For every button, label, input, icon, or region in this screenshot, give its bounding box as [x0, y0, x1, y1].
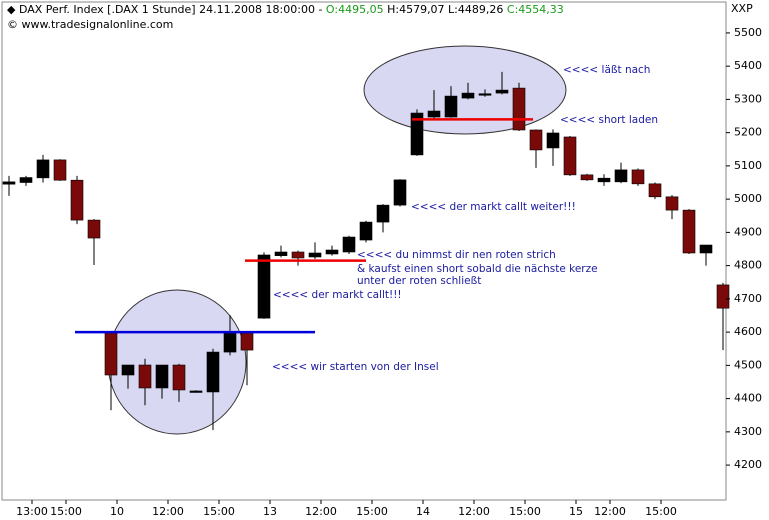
y-tick-label: 4800	[734, 259, 762, 272]
x-tick-label: 13:00	[16, 505, 48, 518]
candle-body	[529, 129, 543, 151]
candle-body	[716, 284, 730, 309]
y-tick-label: 4600	[734, 325, 762, 338]
candle-body	[614, 169, 628, 183]
copyright: © www.tradesignalonline.com	[7, 18, 173, 31]
candle-body	[308, 252, 322, 258]
x-tick-label: 15:00	[509, 505, 541, 518]
candle-body	[206, 351, 220, 393]
candle-body	[121, 364, 135, 376]
annotation: <<<< short laden	[560, 114, 658, 126]
y-tick-label: 4900	[734, 225, 762, 238]
x-tick-label: 10	[110, 505, 124, 518]
candle-body	[342, 236, 356, 253]
x-tick-label: 13	[263, 505, 277, 518]
y-tick-label: 5300	[734, 92, 762, 105]
highlight-ellipse	[363, 45, 567, 135]
symbol: XXP	[731, 2, 753, 15]
annotation: <<<< du nimmst dir nen roten strich	[357, 249, 556, 261]
candle-body	[189, 390, 203, 393]
y-tick-label: 4400	[734, 392, 762, 405]
y-tick-label: 5000	[734, 192, 762, 205]
candle-body	[2, 181, 16, 185]
candle-body	[665, 196, 679, 211]
annotation: <<<< läßt nach	[563, 64, 650, 76]
x-tick-label: 12:00	[458, 505, 490, 518]
annotation: <<<< der markt callt weiter!!!	[411, 201, 576, 213]
candle-body	[240, 332, 254, 351]
annotation: <<<< der markt callt!!!	[273, 289, 402, 301]
y-tick-label: 5200	[734, 126, 762, 139]
x-tick-label: 15:00	[645, 505, 677, 518]
annotation: unter der roten schließt	[357, 275, 481, 287]
candle-body	[393, 179, 407, 206]
x-tick-label: 14	[416, 505, 430, 518]
x-tick-label: 15:00	[203, 505, 235, 518]
y-tick-label: 4500	[734, 358, 762, 371]
x-tick-label: 15	[569, 505, 583, 518]
y-tick-label: 5400	[734, 59, 762, 72]
candle-body	[53, 159, 67, 181]
candle-body	[427, 110, 441, 118]
candle-body	[257, 254, 271, 319]
candle-body	[512, 87, 526, 131]
candle-body	[563, 136, 577, 176]
candle-body	[648, 183, 662, 198]
candle-body	[70, 179, 84, 221]
candle-body	[155, 364, 169, 389]
candle-body	[682, 209, 696, 254]
header-title: DAX Perf. Index [.DAX 1 Stunde] 24.11.20…	[19, 3, 326, 16]
candle-body	[461, 92, 475, 99]
y-tick-label: 4200	[734, 458, 762, 471]
header: ◆ DAX Perf. Index [.DAX 1 Stunde] 24.11.…	[7, 3, 564, 16]
candle-body	[359, 221, 373, 241]
x-tick-label: 15:00	[356, 505, 388, 518]
candle-body	[274, 251, 288, 256]
x-tick-label: 15:00	[50, 505, 82, 518]
header-close: C:4554,33	[507, 3, 564, 16]
header-open: O:4495,05	[326, 3, 384, 16]
candle-body	[580, 174, 594, 181]
candle-body	[495, 89, 509, 94]
candle-body	[597, 177, 611, 183]
plot-frame	[1, 1, 727, 501]
candle-body	[138, 364, 152, 389]
y-tick-label: 5100	[734, 159, 762, 172]
y-tick-label: 4700	[734, 292, 762, 305]
candle-body	[376, 204, 390, 223]
candle-body	[104, 332, 118, 376]
annotation: & kaufst einen short sobald die nächste …	[357, 263, 598, 275]
candle-body	[291, 251, 305, 259]
x-tick-label: 12:00	[305, 505, 337, 518]
candle-body	[699, 244, 713, 254]
candle-body	[478, 93, 492, 96]
y-tick-label: 5500	[734, 26, 762, 39]
candle-body	[325, 249, 339, 255]
annotation: <<<< wir starten von der Insel	[272, 361, 439, 373]
x-tick-label: 12:00	[152, 505, 184, 518]
candle-body	[631, 169, 645, 185]
candle-body	[410, 112, 424, 156]
header-highlow: H:4579,07 L:4489,26	[387, 3, 503, 16]
candle-body	[87, 219, 101, 239]
candle-body	[546, 132, 560, 149]
highlight-ellipse	[107, 289, 247, 435]
candle-body	[36, 159, 50, 179]
candle-body	[19, 177, 33, 183]
candle-body	[444, 95, 458, 118]
y-tick-label: 4300	[734, 425, 762, 438]
candle-body	[172, 364, 186, 391]
x-tick-label: 12:00	[594, 505, 626, 518]
candle-body	[223, 331, 237, 353]
